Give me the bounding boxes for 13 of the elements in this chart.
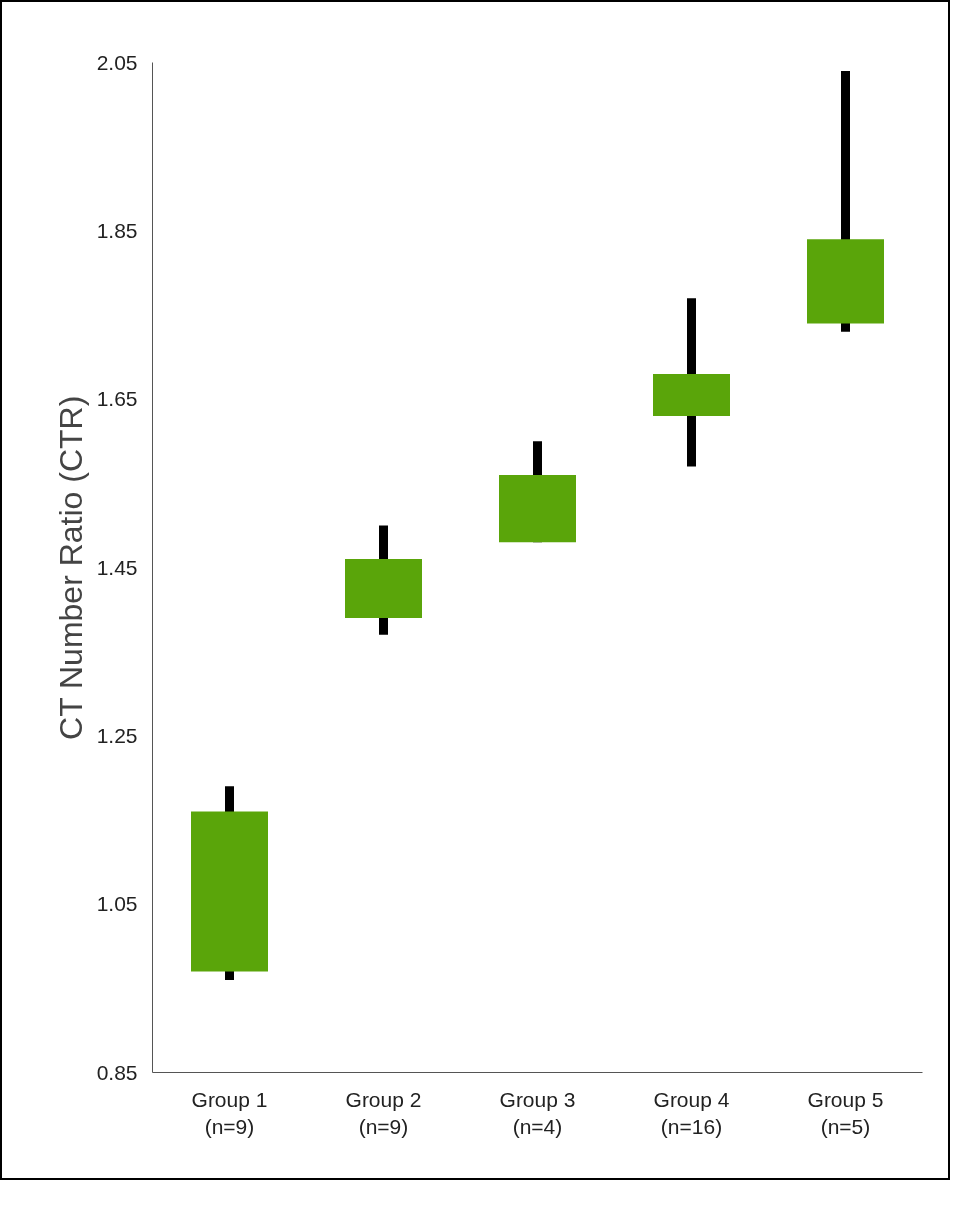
x-tick-label: Group 5 (n=5) (807, 1087, 884, 1139)
y-tick-label: 1.65 (96, 387, 138, 411)
y-tick-label: 1.05 (96, 892, 138, 916)
y-tick-label: 1.45 (96, 555, 138, 579)
y-tick-label: 1.85 (96, 218, 138, 242)
x-tick-label: Group 2 (n=9) (345, 1087, 422, 1139)
y-tick-label: 0.85 (96, 1060, 138, 1084)
y-tick-label: 1.25 (96, 723, 138, 747)
x-tick-label: Group 1 (n=9) (191, 1087, 268, 1139)
y-tick-label: 2.05 (96, 50, 138, 74)
x-tick-label: Group 3 (n=4) (499, 1087, 576, 1139)
y-axis-title: CT Number Ratio (CTR) (52, 395, 89, 740)
x-tick-label: Group 4 (n=16) (653, 1087, 730, 1139)
